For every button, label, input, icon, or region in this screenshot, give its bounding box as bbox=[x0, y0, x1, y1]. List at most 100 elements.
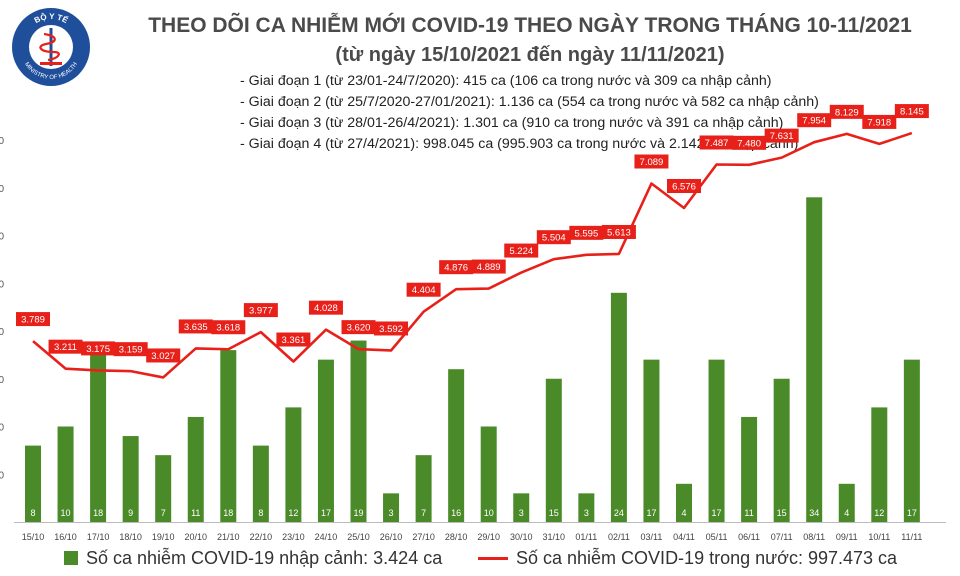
x-tick-label: 23/10 bbox=[282, 532, 305, 540]
line-label-box bbox=[178, 319, 213, 334]
line-label-box bbox=[829, 104, 864, 119]
stage-2: - Giai đoạn 2 (từ 25/7/2020-27/01/2021):… bbox=[240, 94, 819, 110]
bar bbox=[285, 407, 302, 522]
bar-value-label: 15 bbox=[777, 508, 787, 518]
x-tick-label: 06/11 bbox=[738, 532, 760, 540]
line-label-box bbox=[243, 303, 278, 318]
y-tick-label: 0 bbox=[0, 327, 4, 338]
x-tick-label: 27/10 bbox=[412, 532, 435, 540]
line-label-box bbox=[374, 321, 409, 336]
combo-chart: 0 0 0 0 0 0 0 0 8 10 18 9 7 11 18 8 12 17 19 3 7 16 10 3 15 3 24 17… bbox=[0, 104, 946, 540]
bar-value-label: 17 bbox=[712, 508, 722, 518]
x-tick-label: 18/10 bbox=[119, 532, 142, 540]
legend-line-label: Số ca nhiễm COVID-19 trong nước: 997.473… bbox=[516, 547, 898, 568]
x-tick-label: 22/10 bbox=[250, 532, 273, 540]
line-value-label: 3.592 bbox=[379, 324, 403, 335]
line-value-label: 5.613 bbox=[607, 227, 631, 238]
line-value-label: 3.620 bbox=[347, 323, 371, 334]
line-label-box bbox=[634, 154, 669, 169]
ministry-logo: BỘ Y TẾ MINISTRY OF HEALTH bbox=[12, 8, 90, 86]
line-value-label: 5.224 bbox=[509, 246, 533, 257]
bar-value-label: 3 bbox=[389, 508, 394, 518]
line-value-label: 4.028 bbox=[314, 303, 338, 314]
y-tick-label: 0 bbox=[0, 184, 4, 195]
domestic-cases-line bbox=[32, 131, 913, 379]
line-label-box bbox=[16, 312, 50, 327]
line-value-label: 4.889 bbox=[477, 262, 501, 273]
bar bbox=[806, 197, 823, 523]
bar-value-label: 18 bbox=[223, 508, 233, 518]
bar-value-label: 17 bbox=[646, 508, 656, 518]
bar bbox=[383, 493, 400, 522]
bar bbox=[871, 407, 888, 522]
bar bbox=[903, 359, 920, 522]
x-tick-label: 17/10 bbox=[87, 532, 110, 540]
bar-value-label: 7 bbox=[421, 508, 426, 518]
line-label-box bbox=[211, 320, 246, 335]
line-label-box bbox=[146, 348, 181, 363]
x-tick-label: 10/11 bbox=[868, 532, 890, 540]
bar bbox=[448, 369, 465, 522]
bar-value-label: 10 bbox=[484, 508, 494, 518]
bar bbox=[643, 359, 660, 522]
bar-value-label: 12 bbox=[288, 508, 298, 518]
page-title: THEO DÕI CA NHIỄM MỚI COVID-19 THEO NGÀY… bbox=[148, 14, 912, 37]
bar-value-label: 34 bbox=[809, 508, 819, 518]
line-label-box bbox=[797, 113, 832, 128]
bar bbox=[252, 445, 269, 522]
bar bbox=[122, 436, 139, 522]
bar-value-label: 17 bbox=[321, 508, 331, 518]
x-tick-label: 07/11 bbox=[771, 532, 793, 540]
x-tick-label: 16/10 bbox=[54, 532, 77, 540]
x-tick-label: 01/11 bbox=[575, 532, 597, 540]
bar bbox=[155, 455, 172, 522]
line-value-label: 7.089 bbox=[640, 157, 664, 168]
line-value-label: 7.631 bbox=[770, 131, 794, 142]
line-value-label: 5.595 bbox=[574, 228, 598, 239]
bar-value-label: 18 bbox=[93, 508, 103, 518]
bar-value-label: 24 bbox=[614, 508, 624, 518]
bar-value-label: 15 bbox=[549, 508, 559, 518]
line-value-label: 3.789 bbox=[21, 315, 45, 326]
x-tick-label: 30/10 bbox=[510, 532, 533, 540]
line-label-box bbox=[48, 339, 83, 354]
x-tick-label: 21/10 bbox=[217, 532, 240, 540]
bar bbox=[513, 493, 530, 522]
bar bbox=[350, 340, 367, 522]
svg-text:BỘ Y TẾ: BỘ Y TẾ bbox=[33, 12, 71, 25]
y-tick-label: 0 bbox=[0, 279, 4, 290]
bar bbox=[708, 359, 725, 522]
bar-value-label: 19 bbox=[353, 508, 363, 518]
x-tick-label: 19/10 bbox=[152, 532, 175, 540]
bar bbox=[90, 350, 107, 522]
x-tick-label: 09/11 bbox=[836, 532, 858, 540]
line-label-box bbox=[601, 224, 636, 239]
bar bbox=[317, 359, 334, 522]
bar bbox=[187, 416, 204, 522]
x-tick-label: 04/11 bbox=[673, 532, 695, 540]
x-tick-label: 08/11 bbox=[803, 532, 825, 540]
line-value-label: 7.480 bbox=[737, 138, 761, 149]
stage-3: - Giai đoạn 3 (từ 28/01-26/4/2021): 1.30… bbox=[240, 115, 784, 131]
line-label-box bbox=[732, 135, 767, 150]
line-value-label: 3.027 bbox=[151, 351, 175, 362]
x-tick-label: 28/10 bbox=[445, 532, 468, 540]
bar-value-label: 8 bbox=[258, 508, 263, 518]
line-value-label: 8.129 bbox=[835, 107, 859, 118]
legend-line: Số ca nhiễm COVID-19 trong nước: 997.473… bbox=[478, 545, 897, 571]
stage-1: - Giai đoạn 1 (từ 23/01-24/7/2020): 415 … bbox=[240, 73, 772, 89]
bar-value-label: 10 bbox=[61, 508, 71, 518]
legend-line-swatch bbox=[478, 556, 508, 560]
x-tick-label: 02/11 bbox=[608, 532, 630, 540]
bar-value-label: 4 bbox=[681, 508, 686, 518]
bar bbox=[578, 493, 595, 522]
bar-value-label: 11 bbox=[744, 508, 753, 518]
x-tick-label: 20/10 bbox=[184, 532, 207, 540]
x-tick-label: 11/11 bbox=[901, 532, 922, 540]
bar bbox=[415, 455, 432, 522]
x-tick-label: 29/10 bbox=[477, 532, 500, 540]
x-tick-label: 25/10 bbox=[347, 532, 370, 540]
line-label-box bbox=[113, 342, 148, 357]
line-label-box bbox=[81, 341, 116, 356]
line-label-box bbox=[276, 332, 311, 347]
